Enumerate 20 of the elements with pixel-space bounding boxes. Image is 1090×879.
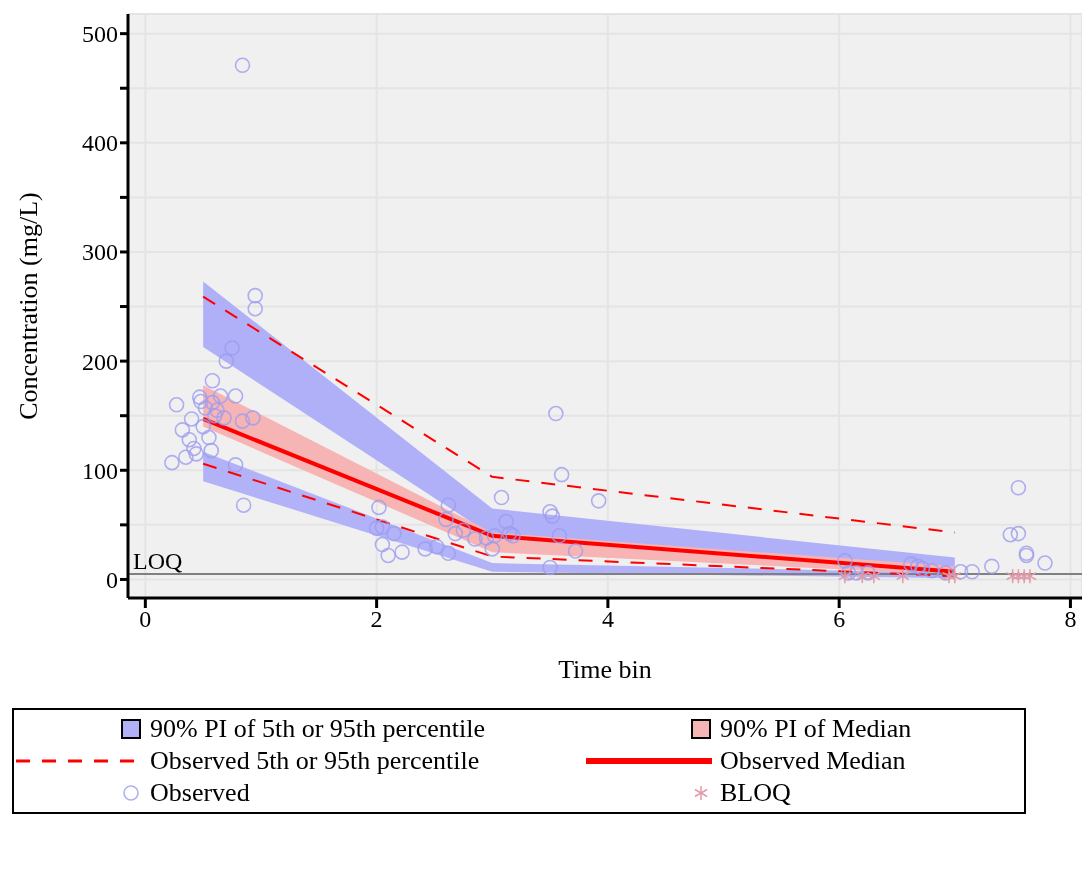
x-tick-label: 2 bbox=[370, 606, 383, 633]
x-tick-label: 0 bbox=[139, 606, 152, 633]
x-tick-label: 6 bbox=[833, 606, 846, 633]
legend-label: Observed bbox=[149, 778, 251, 808]
y-axis-title: Concentration (mg/L) bbox=[14, 192, 44, 420]
y-tick-label: 400 bbox=[82, 130, 118, 157]
x-tick-label: 4 bbox=[601, 606, 614, 633]
y-tick-label: 100 bbox=[82, 457, 118, 484]
y-tick-label: 200 bbox=[82, 348, 118, 375]
legend-label: 90% PI of 5th or 95th percentile bbox=[149, 714, 487, 744]
y-tick-label: 500 bbox=[82, 21, 118, 48]
legend-label: Observed 5th or 95th percentile bbox=[149, 746, 481, 776]
ref-line-label: LOQ bbox=[133, 547, 183, 574]
x-axis-title: Time bin bbox=[558, 655, 652, 684]
legend-label: BLOQ bbox=[719, 778, 792, 808]
y-tick-label: 300 bbox=[82, 239, 118, 266]
y-tick-label: 0 bbox=[106, 566, 118, 593]
legend-label: Observed Median bbox=[719, 746, 907, 776]
legend-label: 90% PI of Median bbox=[719, 714, 913, 744]
x-tick-label: 8 bbox=[1064, 606, 1077, 633]
